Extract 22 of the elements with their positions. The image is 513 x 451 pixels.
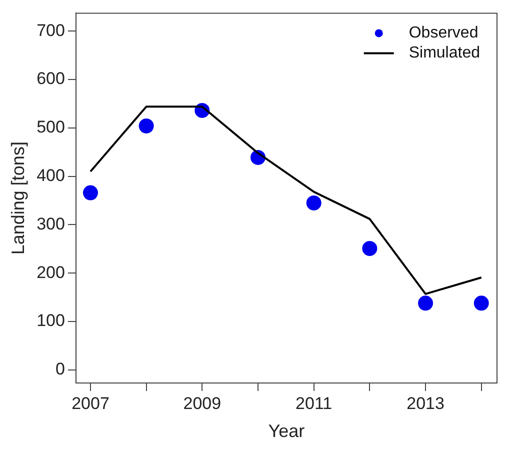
point xyxy=(362,240,378,256)
legend-label: Observed xyxy=(408,24,478,42)
y-tick-label: 600 xyxy=(36,69,65,88)
x-tick-label: 2007 xyxy=(72,394,110,413)
x-tick-label: 2013 xyxy=(406,394,444,413)
point xyxy=(418,296,434,311)
x-tick-label: 2009 xyxy=(183,394,222,413)
y-tick-label: 100 xyxy=(36,311,65,330)
y-axis-title: Landing [tons] xyxy=(8,142,28,255)
y-tick-label: 0 xyxy=(55,360,65,379)
x-axis-title: Year xyxy=(268,421,305,442)
point xyxy=(82,185,98,200)
y-tick-label: 500 xyxy=(36,118,65,137)
y-tick-label: 400 xyxy=(36,166,65,186)
y-tick-label: 700 xyxy=(36,20,65,40)
legend-label: Simulated xyxy=(408,44,480,62)
point xyxy=(138,118,154,134)
y-tick-label: 300 xyxy=(36,214,65,234)
y-tick-label: 200 xyxy=(36,262,65,282)
point xyxy=(474,296,489,311)
point xyxy=(306,195,322,210)
x-tick-label: 2011 xyxy=(296,394,332,413)
